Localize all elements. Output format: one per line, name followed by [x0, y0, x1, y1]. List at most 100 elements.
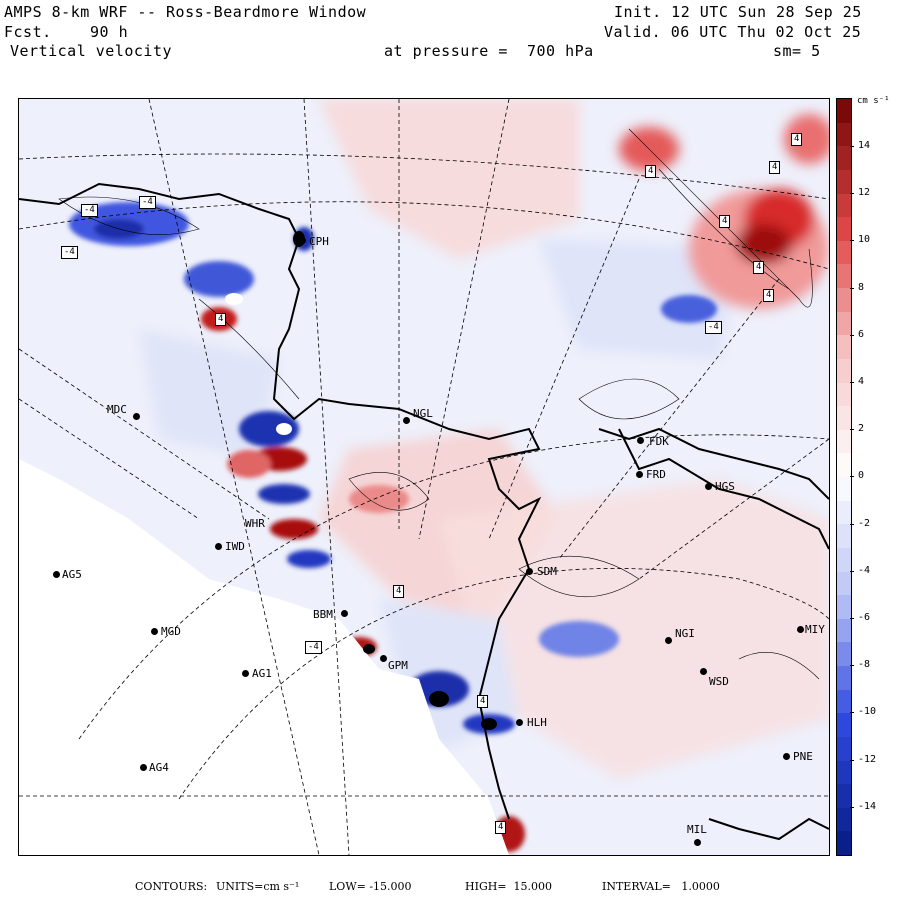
colorbar-segment: [837, 169, 851, 195]
colorbar-tick: [850, 429, 854, 431]
colorbar-segment: [837, 288, 851, 313]
colorbar-tick-label: 2: [858, 423, 865, 435]
colorbar-tick-label: -10: [858, 706, 877, 718]
contour-label: -4: [81, 204, 98, 217]
smoothing: sm= 5: [773, 42, 821, 60]
colorbar-tick: [850, 476, 854, 478]
colorbar-tick-label: -12: [858, 753, 877, 765]
colorbar-segment: [837, 358, 851, 384]
colorbar-segment: [837, 335, 851, 360]
colorbar-tick: [850, 146, 854, 147]
colorbar-segment: [837, 500, 851, 526]
colorbar-segment: [837, 760, 851, 786]
station-label: WHR: [245, 517, 265, 530]
station-marker: [53, 571, 60, 578]
station-marker: [403, 417, 410, 424]
colorbar-tick: [850, 806, 854, 808]
station-label: AG1: [252, 667, 272, 680]
contour-label: 4: [753, 261, 765, 274]
colorbar-tick: [850, 523, 854, 525]
init-time: Init. 12 UTC Sun 28 Sep 25: [614, 3, 862, 21]
colorbar-segment: [837, 382, 851, 408]
colorbar-tick: [850, 287, 854, 289]
contour-label: -4: [139, 196, 156, 209]
colorbar-tick: [850, 240, 854, 242]
colorbar-segment: [837, 264, 851, 289]
station-label: FDK: [649, 435, 669, 448]
valid-time: Valid. 06 UTC Thu 02 Oct 25: [604, 23, 862, 41]
station-marker: [705, 483, 712, 490]
pressure-level: at pressure = 700 hPa: [384, 42, 594, 60]
colorbar-segment: [837, 429, 851, 455]
station-marker: [516, 719, 523, 726]
colorbar-tick-label: 10: [858, 234, 871, 246]
coastline: [19, 182, 829, 841]
map-panel: -4 -4 -4 4 4 4 4 4 -4 4 -4 4 4 4 4 CPH M…: [18, 98, 830, 856]
station-label: BBM: [313, 608, 333, 621]
colorbar-tick: [850, 382, 854, 383]
station-marker: [783, 753, 790, 760]
colorbar-segment: [837, 193, 851, 219]
colorbar-tick: [850, 193, 854, 195]
colorbar-segment: [837, 311, 851, 337]
colorbar-tick: [850, 570, 854, 572]
station-marker: [636, 471, 643, 478]
station-label: GPM: [388, 659, 408, 672]
station-marker: [637, 437, 644, 444]
colorbar-segment: [837, 453, 851, 478]
contour-lines: [58, 128, 820, 680]
colorbar-tick-label: -8: [858, 659, 871, 671]
colorbar-tick: [850, 712, 854, 714]
footer-high: HIGH= 15.000: [465, 880, 553, 893]
colorbar-units: cm s⁻¹: [857, 96, 890, 106]
colorbar-segment: [837, 571, 851, 597]
colorbar-tick: [850, 334, 854, 336]
colorbar-tick-label: -14: [858, 800, 877, 812]
colorbar-tick-label: -6: [858, 612, 871, 623]
map-title: AMPS 8-km WRF -- Ross-Beardmore Window: [4, 3, 367, 21]
contour-label: 4: [645, 165, 657, 178]
station-marker: [380, 655, 387, 662]
station-marker: [215, 543, 222, 550]
contour-label: -4: [61, 246, 78, 259]
colorbar-segment: [837, 122, 851, 148]
station-label: MGD: [161, 625, 181, 638]
masked-area: [19, 459, 509, 855]
contour-label: 4: [719, 215, 731, 228]
colorbar-segment: [837, 736, 851, 762]
station-marker: [151, 628, 158, 635]
colorbar-segment: [837, 146, 851, 171]
station-label: CPH: [309, 235, 329, 248]
contour-label: 4: [763, 289, 775, 302]
station-label: MDC: [107, 403, 127, 416]
colorbar-segment: [837, 217, 851, 242]
colorbar-segment: [837, 240, 851, 266]
station-label: SDM: [537, 565, 557, 578]
colorbar-segment: [837, 618, 851, 644]
colorbar-segment: [837, 406, 851, 431]
station-marker: [133, 413, 140, 420]
station-label: AG5: [62, 568, 82, 581]
colorbar-tick: [850, 665, 854, 667]
colorbar-segment: [837, 595, 851, 620]
colorbar-tick-label: 12: [858, 187, 871, 199]
forecast-hour: 90 h: [90, 23, 129, 41]
footer-interval: INTERVAL= 1.0000: [602, 880, 720, 893]
footer-contours-label: CONTOURS:: [135, 880, 208, 893]
contour-label: -4: [305, 641, 322, 654]
colorbar-tick-label: -4: [858, 564, 871, 576]
station-marker: [526, 568, 533, 575]
colorbar-segment: [837, 524, 851, 549]
colorbar-segment: [837, 666, 851, 691]
contour-label: 4: [393, 585, 405, 598]
station-label: PNE: [793, 750, 813, 763]
contour-label: 4: [791, 133, 803, 146]
contour-label: -4: [705, 321, 722, 334]
contour-label: 4: [769, 161, 781, 174]
colorbar-segment: [837, 784, 851, 809]
station-label: HGS: [715, 480, 735, 493]
colorbar-tick-label: 0: [858, 470, 865, 482]
footer-units: UNITS=cm s⁻¹: [216, 880, 300, 893]
station-label: AG4: [149, 761, 169, 774]
station-label: MIY: [805, 623, 825, 636]
